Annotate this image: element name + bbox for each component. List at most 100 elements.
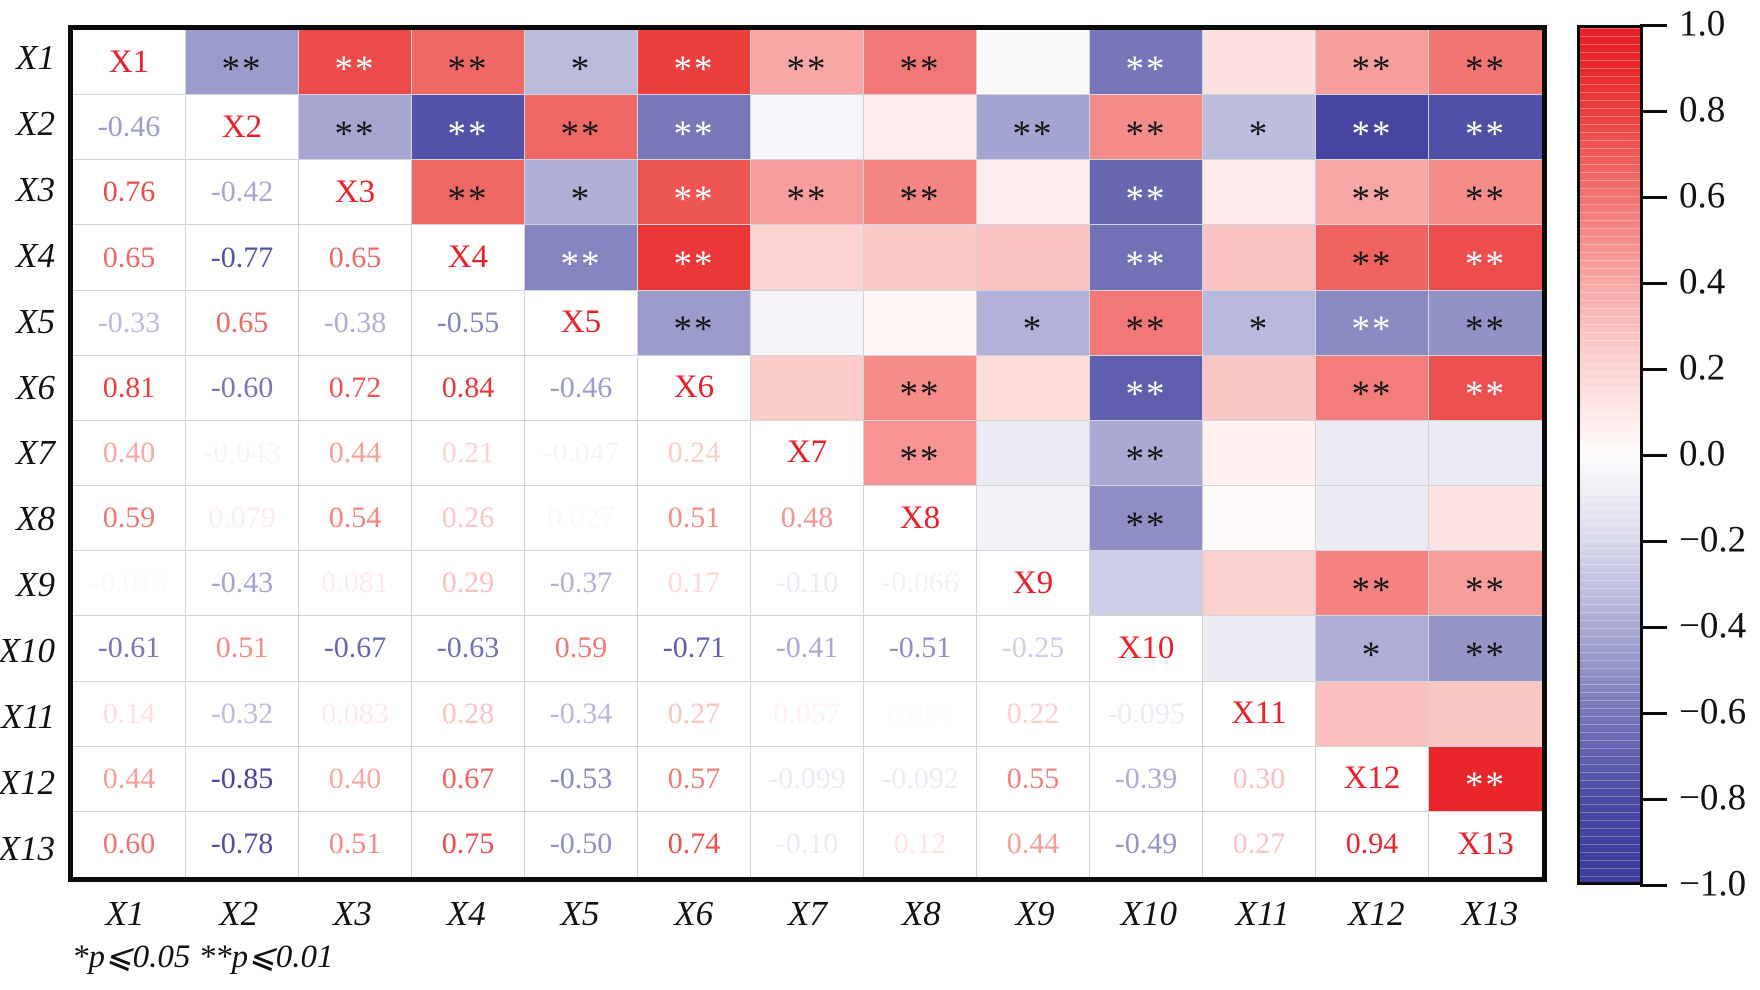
correlation-value: -0.34: [549, 696, 613, 730]
correlation-value: -0.67: [323, 631, 387, 665]
diagonal-cell: X6: [638, 355, 751, 421]
significance-stars: **: [1125, 504, 1167, 546]
correlation-value: 0.44: [102, 761, 156, 795]
significance-cell: **: [1429, 355, 1542, 421]
correlation-value-cell: -0.49: [1090, 811, 1203, 877]
correlation-value-cell: 0.67: [412, 746, 525, 812]
significance-stars: *: [1248, 113, 1270, 155]
correlation-value-cell: 0.75: [412, 811, 525, 877]
significance-stars: *: [1248, 309, 1270, 351]
significance-stars: **: [1465, 244, 1506, 286]
significance-cell: **: [1429, 30, 1542, 96]
colorbar-tick-label: 1.0: [1679, 3, 1726, 45]
correlation-value: -0.37: [549, 566, 613, 600]
significance-cell: [1203, 160, 1316, 226]
correlation-value: -0.53: [549, 761, 613, 795]
significance-cell: **: [186, 30, 299, 96]
column-labels: X1 X2 X3 X4 X5 X6 X7 X8 X9 X10 X11 X12 X13: [68, 890, 1547, 938]
correlation-value: 0.12: [893, 827, 947, 861]
correlation-value-cell: 0.083: [299, 681, 412, 747]
correlation-value-cell: -0.066: [864, 551, 977, 617]
correlation-value-cell: 0.94: [1316, 811, 1429, 877]
significance-stars: **: [1465, 374, 1506, 416]
colorbar-tick: [1640, 539, 1667, 543]
diagonal-label: X10: [1117, 629, 1175, 666]
row-label: X11: [1, 697, 55, 737]
significance-cell: *: [525, 160, 638, 226]
significance-cell: *: [1203, 290, 1316, 356]
significance-cell: [1203, 225, 1316, 291]
significance-stars: **: [673, 244, 715, 286]
column-label: X13: [1461, 894, 1519, 933]
significance-stars: **: [1351, 244, 1393, 286]
significance-cell: **: [1429, 225, 1542, 291]
significance-cell: [1429, 681, 1542, 747]
correlation-value-cell: 0.29: [412, 551, 525, 617]
significance-stars: **: [1012, 113, 1054, 155]
correlation-value: 0.65: [328, 240, 382, 274]
correlation-value: 0.004: [886, 696, 954, 730]
correlation-value: -0.25: [1001, 631, 1065, 665]
correlation-value-cell: 0.027: [525, 486, 638, 552]
diagonal-cell: X10: [1090, 616, 1203, 682]
correlation-value: 0.26: [441, 501, 495, 535]
diagonal-label: X6: [673, 369, 715, 406]
colorbar-tick: [1640, 711, 1667, 715]
correlation-value-cell: 0.65: [186, 290, 299, 356]
diagonal-cell: X1: [73, 30, 186, 96]
correlation-value: -0.46: [97, 110, 161, 144]
colorbar-tick: [1640, 281, 1667, 285]
correlation-value: 0.84: [441, 370, 495, 404]
correlation-value-cell: 0.004: [864, 681, 977, 747]
row-label: X7: [16, 433, 55, 473]
correlation-value: -0.015: [90, 566, 168, 600]
significance-stars: **: [1465, 634, 1506, 676]
correlation-value: 0.027: [547, 501, 615, 535]
significance-cell: **: [1429, 160, 1542, 226]
diagonal-cell: X9: [977, 551, 1090, 617]
column-label: X3: [332, 894, 372, 933]
significance-cell: **: [1090, 355, 1203, 421]
correlation-value-cell: -0.39: [1090, 746, 1203, 812]
correlation-value: -0.39: [1114, 761, 1178, 795]
significance-stars: **: [1125, 374, 1167, 416]
correlation-value-cell: -0.047: [525, 420, 638, 487]
colorbar-tick: [1640, 109, 1667, 113]
significance-cell: **: [1316, 355, 1429, 421]
significance-stars: **: [447, 178, 489, 220]
correlation-value-cell: -0.50: [525, 811, 638, 877]
correlation-value: -0.32: [210, 696, 274, 730]
significance-stars: *: [570, 178, 592, 220]
correlation-value: 0.40: [328, 761, 382, 795]
correlation-value: 0.51: [328, 827, 382, 861]
significance-stars: *: [570, 48, 592, 90]
colorbar-tick: [1640, 625, 1667, 629]
significance-stars: **: [1125, 178, 1167, 220]
significance-stars: **: [1351, 309, 1393, 351]
correlation-value: -0.63: [436, 631, 500, 665]
correlation-value-cell: -0.34: [525, 681, 638, 747]
correlation-value-cell: 0.60: [73, 811, 186, 877]
diagonal-cell: X4: [412, 225, 525, 291]
correlation-value-cell: -0.015: [73, 551, 186, 617]
significance-cell: **: [1090, 225, 1203, 291]
correlation-value: 0.81: [102, 370, 156, 404]
significance-stars: **: [899, 439, 941, 481]
colorbar-tick-label: 0.8: [1679, 89, 1726, 131]
significance-cell: **: [1090, 420, 1203, 487]
row-label: X2: [16, 103, 55, 143]
correlation-value: -0.38: [323, 305, 387, 339]
correlation-value-cell: 0.24: [638, 420, 751, 487]
correlation-value: 0.27: [667, 696, 721, 730]
significance-stars: **: [334, 48, 376, 90]
correlation-value-cell: 0.44: [977, 811, 1090, 877]
diagonal-label: X13: [1457, 825, 1514, 862]
correlation-value: 0.65: [102, 240, 156, 274]
correlation-value-cell: 0.26: [412, 486, 525, 552]
significance-cell: **: [1316, 290, 1429, 356]
correlation-value: -0.043: [203, 435, 281, 469]
correlation-value-cell: -0.33: [73, 290, 186, 356]
significance-cell: [864, 225, 977, 291]
correlation-value: 0.75: [441, 827, 495, 861]
significance-cell: [1203, 30, 1316, 96]
